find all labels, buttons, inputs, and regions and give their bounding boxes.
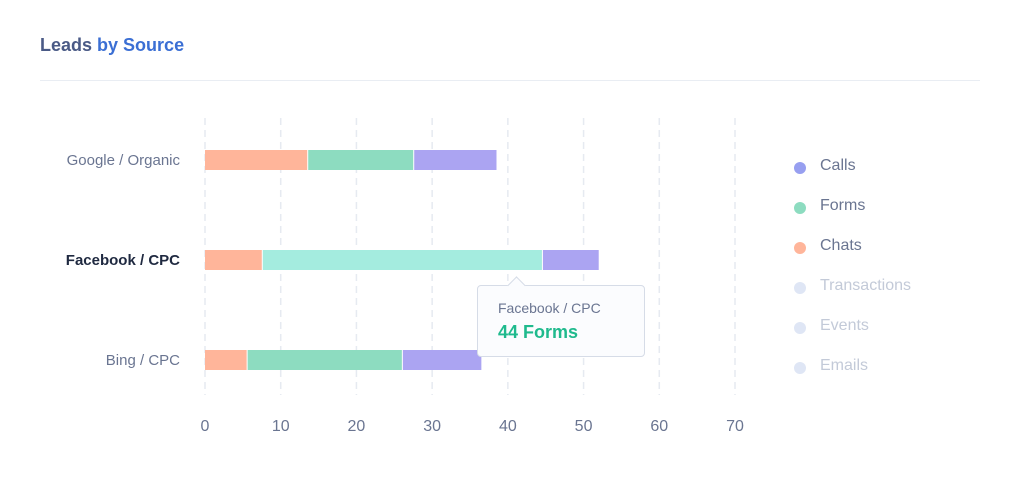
- category-label: Facebook / CPC: [66, 252, 180, 269]
- legend-label: Transactions: [820, 277, 911, 294]
- legend-dot: [794, 282, 806, 294]
- bar-segment-forms: [247, 350, 402, 370]
- bar-segment-forms: [308, 150, 414, 170]
- x-tick-label: 50: [575, 418, 593, 435]
- x-tick-label: 20: [348, 418, 366, 435]
- leads-by-source-chart: 0 10 20 30 40 50 60 70 Google / Organic Facebook …: [66, 118, 744, 435]
- legend-dot: [794, 242, 806, 254]
- legend-item-chats[interactable]: Chats: [794, 228, 911, 268]
- x-tick-label: 40: [499, 418, 517, 435]
- x-tick-label: 0: [201, 418, 210, 435]
- legend-item-emails[interactable]: Emails: [794, 348, 911, 388]
- chart-legend: Calls Forms Chats Transactions Events Emails: [794, 148, 911, 388]
- x-tick-label: 10: [272, 418, 290, 435]
- legend-dot: [794, 322, 806, 334]
- x-tick-label: 70: [726, 418, 744, 435]
- bar-segment-calls: [542, 250, 599, 270]
- chart-tooltip: Facebook / CPC 44 Forms: [477, 285, 645, 357]
- title-divider: [40, 80, 980, 81]
- x-tick-label: 60: [650, 418, 668, 435]
- legend-item-calls[interactable]: Calls: [794, 148, 911, 188]
- x-tick-label: 30: [423, 418, 441, 435]
- legend-item-forms[interactable]: Forms: [794, 188, 911, 228]
- legend-item-transactions[interactable]: Transactions: [794, 268, 911, 308]
- bar-segment-calls: [414, 150, 497, 170]
- legend-dot: [794, 162, 806, 174]
- bar-segment-calls: [402, 350, 482, 370]
- category-label: Bing / CPC: [106, 352, 180, 369]
- legend-label: Forms: [820, 197, 866, 214]
- category-label: Google / Organic: [67, 152, 181, 169]
- legend-dot: [794, 362, 806, 374]
- bar-segment-chats: [205, 250, 262, 270]
- card-title-part1: Leads: [40, 35, 93, 55]
- legend-label: Calls: [820, 157, 856, 174]
- legend-label: Emails: [820, 357, 869, 374]
- card-title: Leads by Source: [40, 35, 184, 56]
- legend-dot: [794, 202, 806, 214]
- card-title-part2: by Source: [97, 35, 185, 55]
- bar-segment-forms: [262, 250, 542, 270]
- tooltip-source: Facebook / CPC: [498, 300, 601, 316]
- legend-label: Events: [820, 317, 869, 334]
- bar-segment-chats: [205, 150, 308, 170]
- legend-item-events[interactable]: Events: [794, 308, 911, 348]
- legend-label: Chats: [820, 237, 862, 254]
- bar-segment-chats: [205, 350, 247, 370]
- tooltip-value: 44 Forms: [498, 322, 579, 342]
